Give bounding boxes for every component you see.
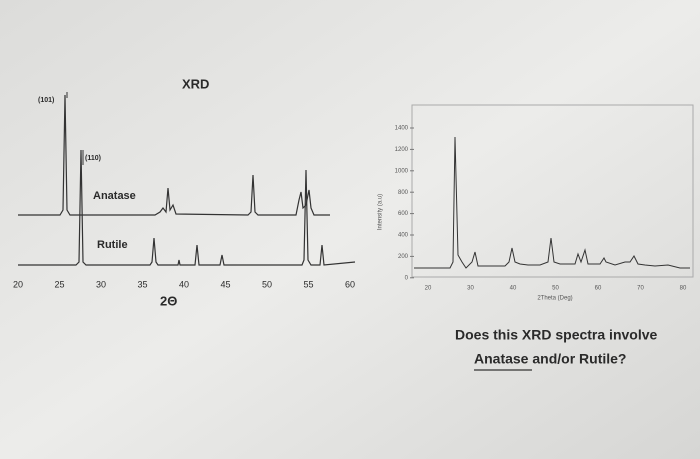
x-tick-label: 20 — [13, 279, 23, 289]
y-tick-label: 1200 — [395, 147, 409, 153]
right-figure: Intensity (a.u) 2Theta (Deg) 1400 1200 100… — [378, 104, 694, 302]
x-tick-label: 50 — [262, 279, 272, 289]
rutile-trace — [18, 149, 356, 266]
x-tick-label: 40 — [510, 286, 517, 292]
y-axis-label: Intensity (a.u) — [378, 194, 384, 230]
y-tick-label: 400 — [398, 233, 409, 239]
x-tick-label: 35 — [137, 279, 147, 289]
y-tick-label: 0 — [405, 275, 409, 281]
y-tick-label: 1000 — [395, 168, 409, 174]
y-tick-label: 1400 — [395, 126, 409, 132]
peak-label: (101) — [38, 97, 54, 104]
x-tick-label: 70 — [637, 286, 644, 292]
spectrum-trace — [414, 136, 690, 269]
x-tick-label: 80 — [680, 286, 687, 292]
x-tick-label: 25 — [54, 279, 64, 289]
anatase-trace — [18, 94, 330, 216]
x-axis-label: 2Θ — [160, 293, 177, 308]
x-tick-label: 60 — [595, 286, 602, 292]
x-tick-label: 55 — [303, 279, 313, 289]
y-tick-label: 600 — [398, 211, 409, 217]
x-tick-label: 30 — [96, 279, 106, 289]
phase-label: Anatase — [93, 190, 136, 202]
question-line: Does this XRD spectra involve — [455, 327, 658, 343]
peak-label: (110) — [85, 155, 101, 162]
x-tick-label: 40 — [179, 279, 189, 289]
plot-frame — [411, 104, 694, 278]
x-tick-label: 20 — [425, 286, 432, 292]
x-axis-label: 2Theta (Deg) — [537, 296, 572, 302]
x-tick-label: 50 — [552, 286, 559, 292]
y-tick-label: 800 — [398, 190, 409, 196]
phase-label: Rutile — [97, 239, 128, 251]
x-tick-label: 45 — [220, 279, 230, 289]
y-tick-label: 200 — [398, 254, 409, 260]
x-tick-label: 30 — [467, 286, 474, 292]
x-tick-label: 60 — [345, 279, 355, 289]
left-title: XRD — [182, 76, 209, 91]
left-figure: XRD (101) (110) Anatase Rutile 2Θ 20 25 30… — [13, 76, 356, 308]
question-line: Anatase and/or Rutile? — [474, 351, 626, 367]
